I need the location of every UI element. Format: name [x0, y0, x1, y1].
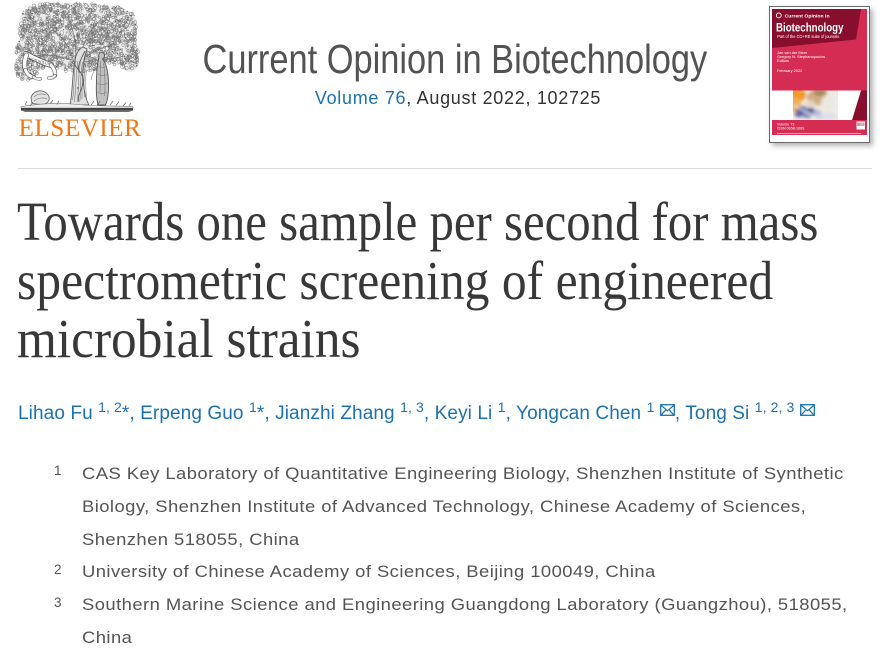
svg-text:Part of the CO+RE suite of jou: Part of the CO+RE suite of journals — [777, 34, 840, 39]
svg-text:NON SOLUS: NON SOLUS — [28, 56, 51, 66]
svg-text:Gregory N. Stephanopoulos: Gregory N. Stephanopoulos — [777, 54, 825, 59]
svg-text:Biotechnology: Biotechnology — [776, 23, 844, 35]
svg-text:Current Opinion in: Current Opinion in — [785, 13, 830, 19]
svg-text:Volume 73: Volume 73 — [777, 122, 794, 126]
svg-text:Editors: Editors — [777, 58, 789, 63]
svg-text:ISSN 0958-1669: ISSN 0958-1669 — [777, 127, 804, 131]
svg-text:February 2022: February 2022 — [777, 68, 802, 73]
svg-text:Jan van der Meer: Jan van der Meer — [777, 50, 808, 55]
